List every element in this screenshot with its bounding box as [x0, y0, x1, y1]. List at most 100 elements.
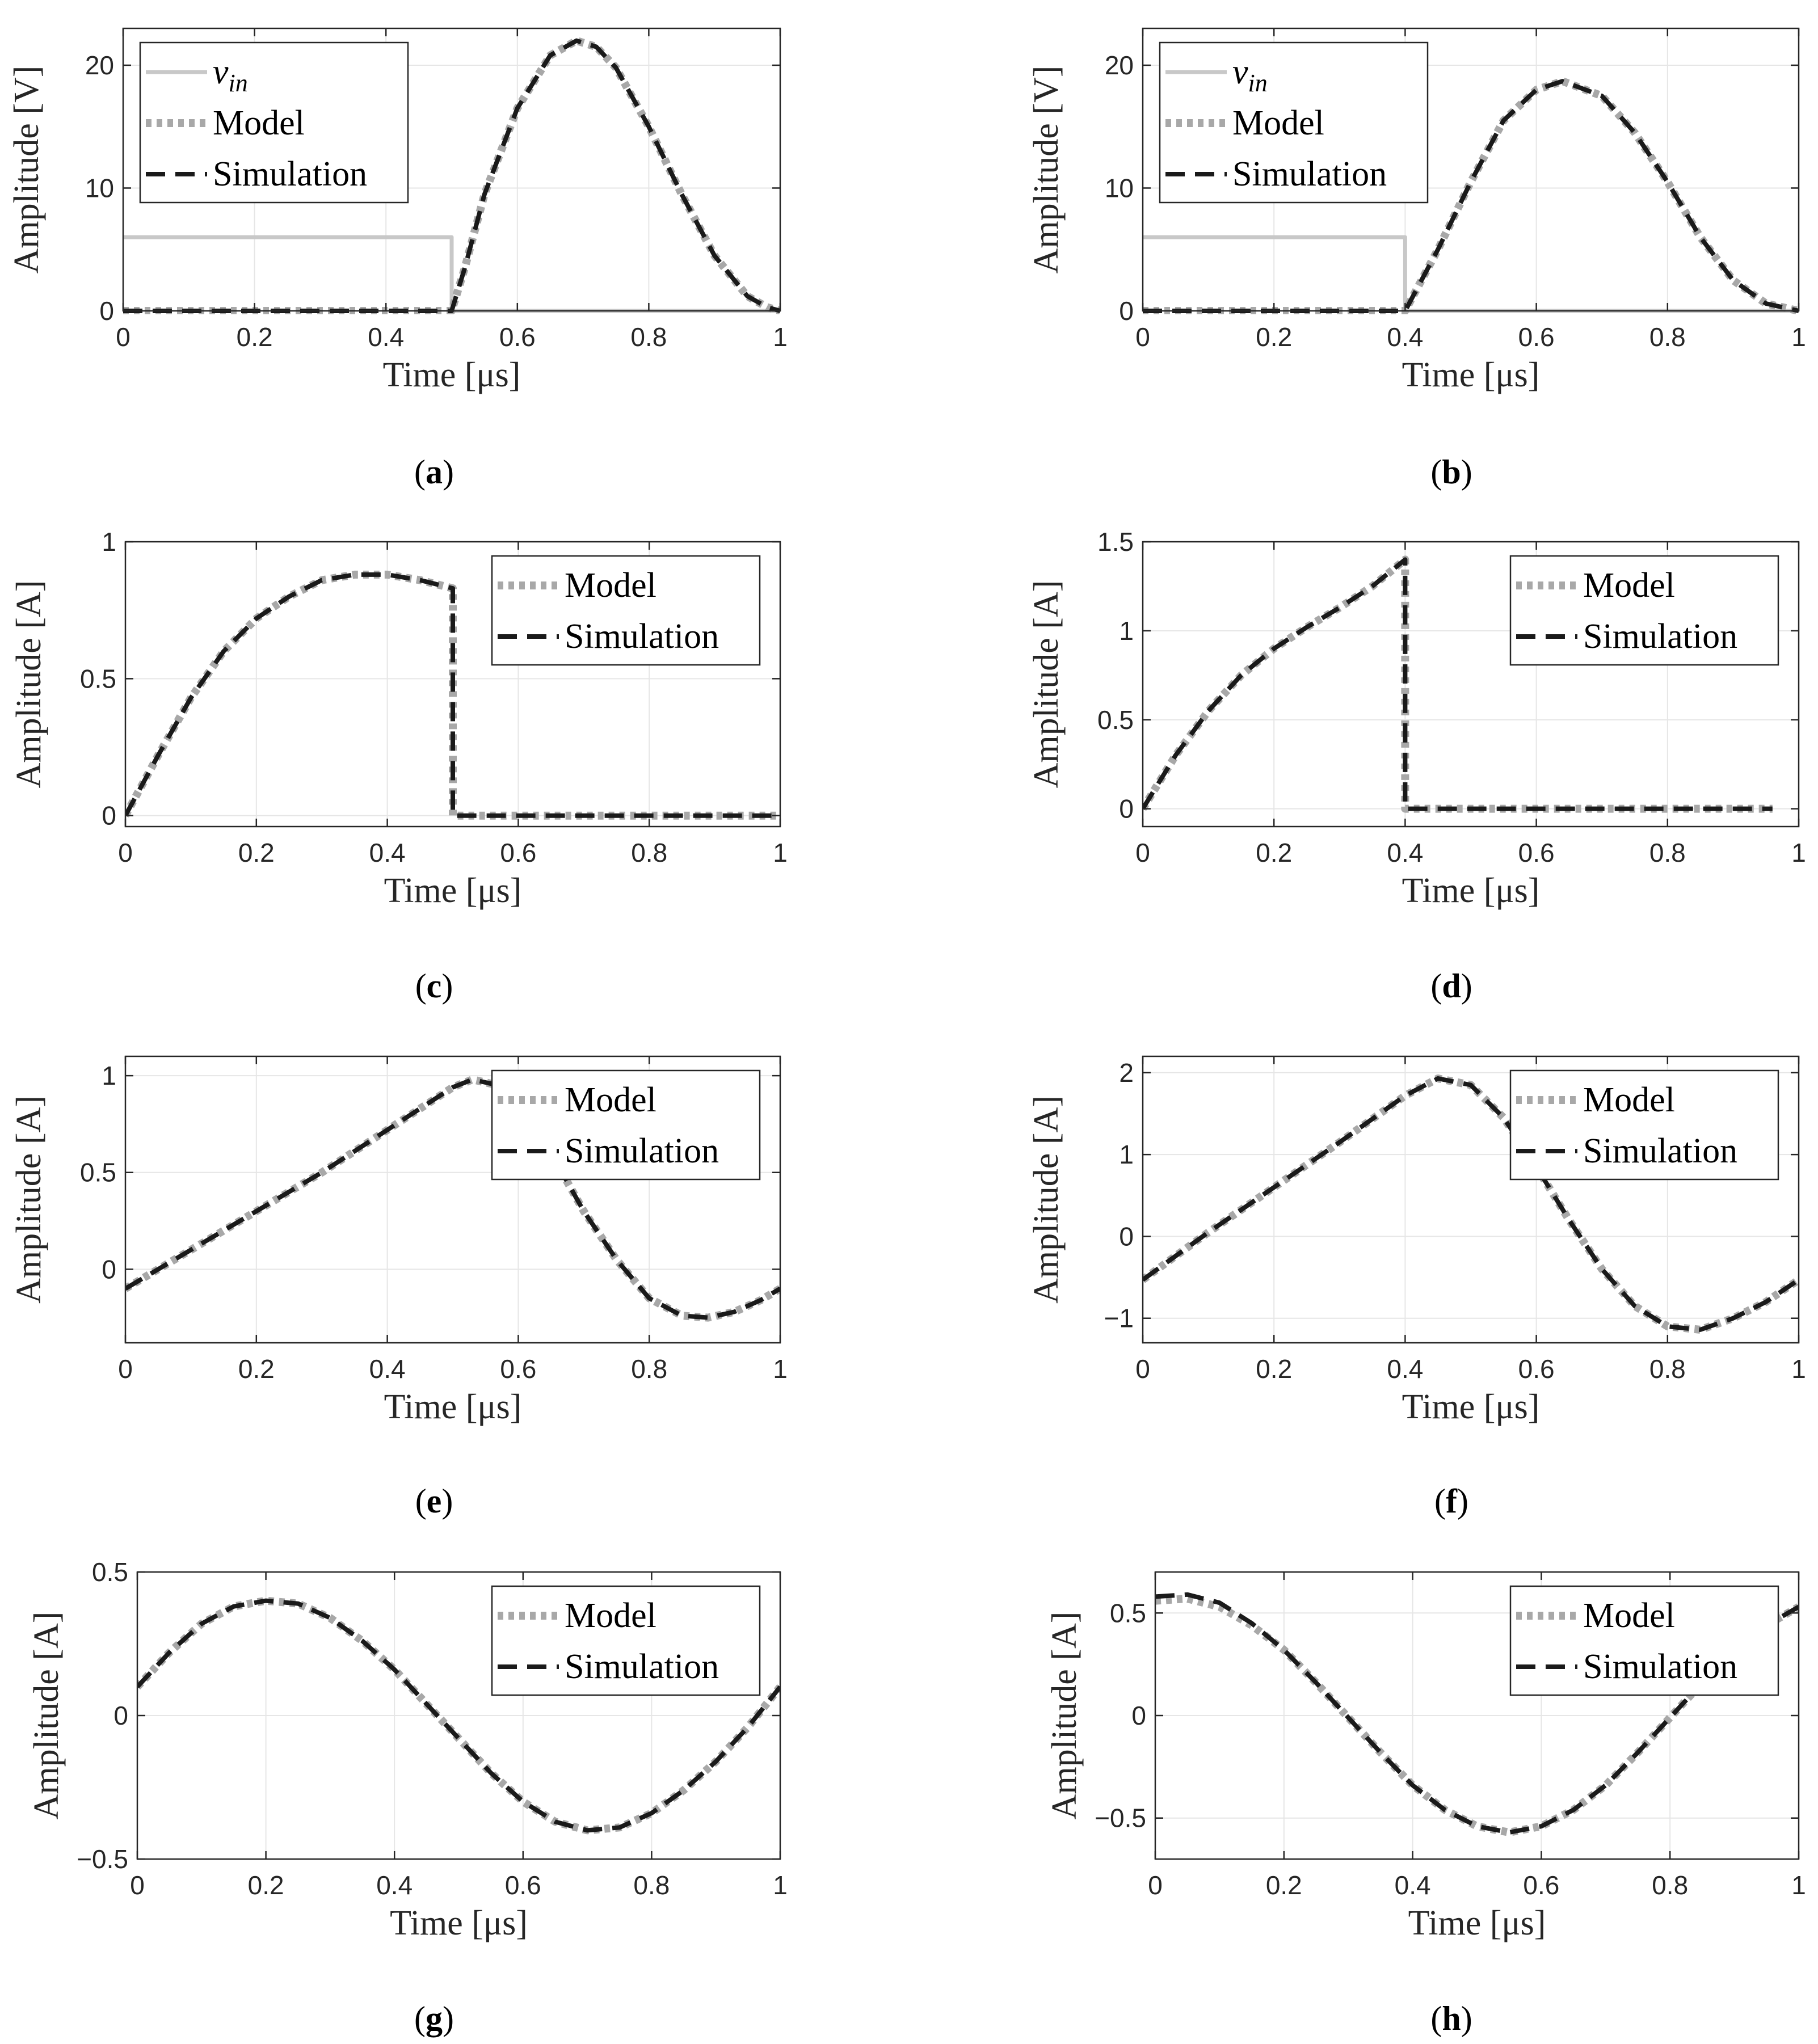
legend-box — [1509, 1585, 1779, 1696]
y-tick-label: 1 — [1119, 616, 1134, 646]
legend-label-sim: Simulation — [565, 617, 719, 656]
x-tick-label: 0.4 — [376, 1870, 413, 1900]
x-tick-label: 0 — [118, 838, 133, 867]
x-tick-label: 0 — [1135, 322, 1150, 352]
series-line-sim — [123, 38, 780, 313]
x-tick-label: 0.2 — [1256, 322, 1292, 352]
panel-h: 0 0.2 0.4 0.6 0.8 1 −0.5 0 0.5 Time [μs] Amplitude… — [1045, 1571, 1806, 2037]
y-tick-label: 0 — [1119, 794, 1134, 824]
x-tick-label: 0.8 — [631, 838, 667, 867]
legend-label-sim: Simulation — [213, 155, 367, 193]
legend-label-model: Model — [1583, 566, 1675, 605]
y-tick-label: 0 — [113, 1701, 128, 1730]
panel-caption: (c) — [415, 967, 453, 1005]
legend-label-vin: vin — [213, 53, 248, 97]
legend-label-model: Model — [1232, 104, 1324, 142]
x-tick-label: 0.2 — [1256, 838, 1292, 867]
x-tick-label: 0.6 — [500, 1354, 536, 1384]
x-tick-label: 0.8 — [633, 1870, 670, 1900]
legend-box — [491, 555, 761, 666]
panel-caption: (b) — [1430, 453, 1472, 491]
x-tick-label: 0.2 — [1256, 1354, 1292, 1384]
x-tick-label: 0.8 — [630, 322, 667, 352]
y-tick-label: 20 — [1105, 50, 1134, 80]
x-tick-label: 0.6 — [500, 838, 536, 867]
legend-box — [491, 1069, 761, 1181]
x-tick-label: 0 — [116, 322, 131, 352]
legend-label-model: Model — [565, 1596, 657, 1635]
panel-caption: (d) — [1430, 967, 1472, 1005]
legend: vin Model Simulation — [1159, 41, 1429, 204]
legend-box — [1509, 555, 1779, 666]
axes-box — [1142, 1055, 1800, 1344]
x-tick-label: 0.6 — [505, 1870, 541, 1900]
series-line-sim — [1143, 79, 1799, 313]
x-tick-label: 0.8 — [1649, 1354, 1686, 1384]
legend-label-sim: Simulation — [1583, 1132, 1737, 1170]
x-tick-label: 1 — [773, 322, 788, 352]
x-tick-label: 0.8 — [1649, 838, 1686, 867]
y-tick-label: 0 — [102, 801, 116, 831]
y-tick-label: 10 — [1105, 173, 1134, 203]
y-tick-label: 0.5 — [1110, 1598, 1146, 1628]
y-axis-label: Amplitude [V] — [1027, 66, 1066, 274]
x-tick-label: 0.4 — [369, 1354, 406, 1384]
x-tick-label: 0 — [130, 1870, 145, 1900]
y-tick-label: 1 — [102, 527, 116, 557]
legend-label-model: Model — [213, 104, 305, 142]
x-axis-label: Time [μs] — [390, 1904, 528, 1942]
panel-caption: (g) — [414, 2000, 454, 2037]
legend-box — [1159, 41, 1429, 204]
y-tick-label: 20 — [85, 50, 114, 80]
x-tick-label: 0.8 — [1652, 1870, 1688, 1900]
y-tick-label: 2 — [1119, 1058, 1134, 1088]
y-tick-label: 0 — [99, 296, 114, 326]
x-tick-label: 1 — [773, 1354, 788, 1384]
legend-label-sim: Simulation — [565, 1132, 719, 1170]
legend: Model Simulation — [491, 555, 761, 666]
x-tick-label: 0 — [1135, 1354, 1150, 1384]
y-tick-label: 0.5 — [80, 1158, 116, 1187]
series-line-sim — [137, 1598, 780, 1833]
legend: vin Model Simulation — [139, 41, 409, 204]
x-tick-label: 0.4 — [1387, 838, 1423, 867]
panel-caption: (h) — [1430, 2000, 1472, 2037]
y-axis-label: Amplitude [A] — [1027, 1095, 1066, 1304]
x-tick-label: 0.4 — [369, 838, 406, 867]
x-axis-label: Time [μs] — [1408, 1904, 1546, 1942]
legend-box — [1509, 1069, 1779, 1181]
x-tick-label: 0.4 — [1395, 1870, 1431, 1900]
x-axis-label: Time [μs] — [1402, 356, 1540, 394]
x-tick-label: 0.4 — [368, 322, 404, 352]
y-tick-label: 0 — [102, 1254, 116, 1284]
x-tick-label: 0.2 — [238, 838, 275, 867]
legend-box — [491, 1585, 761, 1696]
x-tick-label: 1 — [773, 838, 788, 867]
legend-label-sim: Simulation — [1232, 155, 1387, 193]
panel-e: 0 0.2 0.4 0.6 0.8 1 0 0.5 1 Time [μs] Amplitude [A… — [10, 1055, 788, 1520]
legend: Model Simulation — [491, 1585, 761, 1696]
x-tick-label: 0.6 — [1518, 1354, 1555, 1384]
series-line-model — [125, 570, 780, 820]
x-tick-label: 1 — [1791, 1870, 1806, 1900]
y-tick-label: 0 — [1119, 296, 1134, 326]
y-axis-label: Amplitude [A] — [10, 580, 48, 789]
y-tick-label: −1 — [1104, 1304, 1134, 1333]
y-tick-label: 1 — [1119, 1140, 1134, 1169]
x-tick-label: 1 — [1791, 1354, 1806, 1384]
x-axis-label: Time [μs] — [384, 1388, 522, 1426]
series-line-sim — [125, 572, 780, 818]
panel-d: 0 0.2 0.4 0.6 0.8 1 0 0.5 1 1.5 Time [μs] Amplitude… — [1027, 527, 1806, 1005]
y-tick-label: 0 — [1131, 1701, 1146, 1730]
x-tick-label: 0.8 — [631, 1354, 667, 1384]
y-tick-label: −0.5 — [77, 1844, 128, 1874]
legend-label-sim: Simulation — [1583, 1647, 1737, 1686]
x-tick-label: 0.6 — [1523, 1870, 1559, 1900]
axes-box — [124, 1055, 781, 1344]
x-tick-label: 0 — [1148, 1870, 1163, 1900]
